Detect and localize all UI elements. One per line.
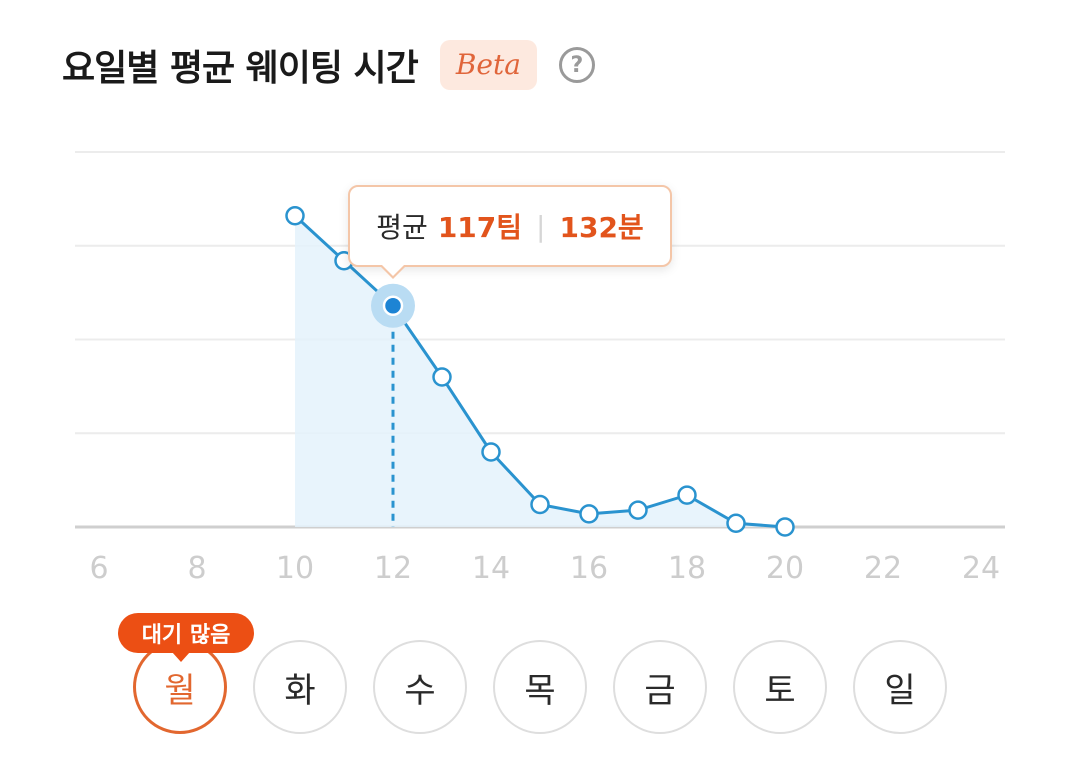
chart-points bbox=[285, 206, 795, 537]
data-point[interactable] bbox=[481, 442, 501, 462]
x-tick-label: 14 bbox=[472, 551, 510, 586]
chart-area-fill bbox=[295, 215, 785, 527]
x-tick-label: 24 bbox=[962, 551, 1000, 586]
x-tick-label: 10 bbox=[276, 551, 314, 586]
x-tick-label: 22 bbox=[864, 551, 902, 586]
x-tick-label: 16 bbox=[570, 551, 608, 586]
day-button-tue[interactable]: 화 bbox=[253, 640, 347, 734]
page-title: 요일별 평균 웨이팅 시간 bbox=[62, 48, 419, 89]
data-point[interactable] bbox=[726, 513, 746, 533]
chart-tooltip: 평균 117팀 | 132분 bbox=[348, 185, 672, 267]
data-point[interactable] bbox=[628, 500, 648, 520]
data-point[interactable] bbox=[285, 206, 305, 226]
day-button-fri[interactable]: 금 bbox=[613, 640, 707, 734]
day-button-thu[interactable]: 목 bbox=[493, 640, 587, 734]
x-tick-label: 20 bbox=[766, 551, 804, 586]
data-point[interactable] bbox=[579, 504, 599, 524]
day-button-sun[interactable]: 일 bbox=[853, 640, 947, 734]
chart-header: 요일별 평균 웨이팅 시간 Beta ? bbox=[62, 34, 595, 96]
waiting-time-chart: 6 8 10 12 14 16 18 20 22 24 bbox=[75, 151, 1005, 586]
beta-badge: Beta bbox=[439, 40, 537, 90]
busy-badge-arrow bbox=[172, 652, 190, 662]
tooltip-teams: 117팀 bbox=[437, 211, 523, 244]
x-tick-label: 6 bbox=[89, 551, 108, 586]
data-point[interactable] bbox=[775, 517, 795, 537]
tooltip-arrow-fill bbox=[381, 264, 405, 276]
tooltip-label: 평균 bbox=[376, 211, 428, 244]
selected-data-point[interactable] bbox=[382, 295, 404, 316]
day-button-sat[interactable]: 토 bbox=[733, 640, 827, 734]
x-tick-label: 12 bbox=[374, 551, 412, 586]
data-point[interactable] bbox=[530, 494, 550, 515]
x-tick-label: 18 bbox=[668, 551, 706, 586]
x-axis-ticks: 6 8 10 12 14 16 18 20 22 24 bbox=[89, 551, 1000, 586]
data-point[interactable] bbox=[432, 367, 452, 387]
tooltip-divider: | bbox=[536, 209, 546, 243]
day-button-wed[interactable]: 수 bbox=[373, 640, 467, 734]
help-icon[interactable]: ? bbox=[558, 47, 595, 83]
data-point[interactable] bbox=[677, 485, 697, 505]
x-tick-label: 8 bbox=[187, 551, 206, 586]
day-selector: 월 화 수 목 금 토 일 bbox=[133, 640, 973, 734]
tooltip-minutes: 132분 bbox=[559, 211, 644, 244]
busy-badge: 대기 많음 bbox=[118, 613, 254, 653]
